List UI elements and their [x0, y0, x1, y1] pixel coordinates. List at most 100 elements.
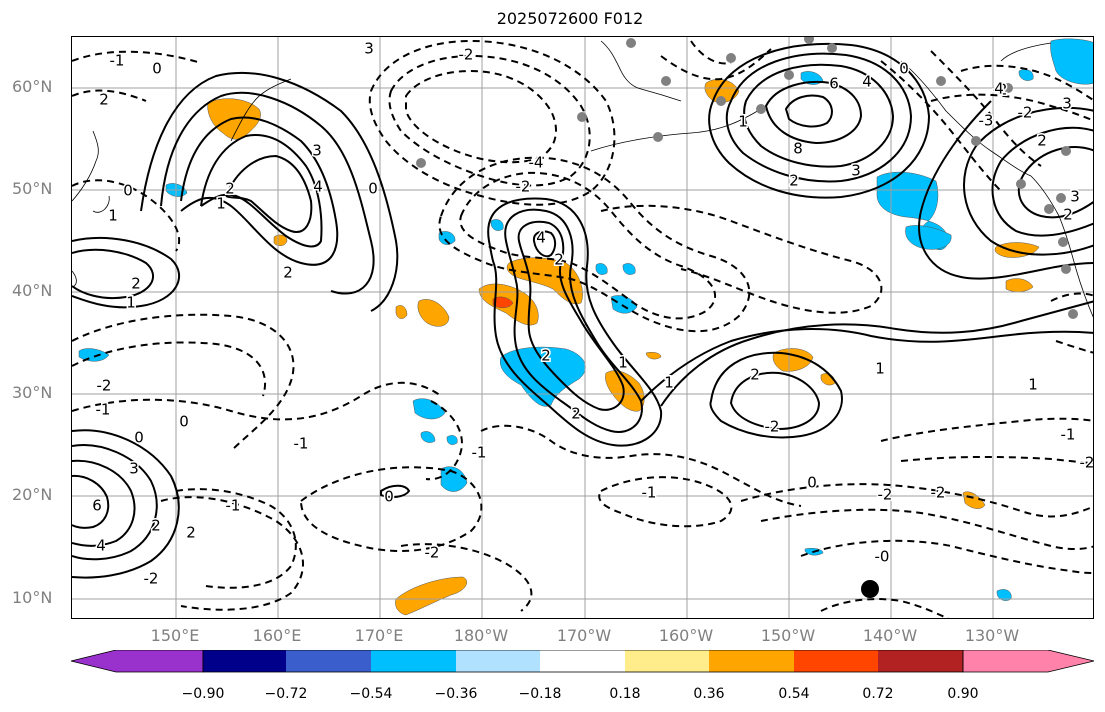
- colorbar-segment: [794, 650, 878, 672]
- contour-positive: [225, 154, 313, 233]
- contour-label: 0: [134, 429, 144, 447]
- colorbar-tick-label: 0.72: [862, 686, 894, 702]
- contour-negative: [600, 204, 883, 314]
- contour-label: -0: [875, 548, 890, 566]
- contour-negative: [930, 93, 1093, 122]
- colorbar-tick-label: 0.18: [609, 686, 641, 702]
- colorbar-segment: [203, 650, 286, 672]
- colorbar: [70, 650, 1095, 673]
- shade-positive: [417, 299, 450, 327]
- colorbar-tick-label: 0.54: [778, 686, 810, 702]
- contour-negative: [480, 424, 802, 507]
- contour-positive: [1017, 146, 1093, 219]
- lat-label-60n: 60°N: [12, 77, 53, 96]
- contour-positive: [72, 444, 158, 561]
- contour-label: 3: [851, 162, 861, 180]
- contour-label: -2: [425, 544, 440, 562]
- contour-label: -1: [642, 484, 657, 502]
- contour-label: 1: [216, 195, 226, 213]
- lat-label-50n: 50°N: [12, 179, 53, 198]
- lon-label-160w: 160°W: [658, 626, 714, 645]
- lat-label-30n: 30°N: [12, 383, 53, 402]
- contour-negative: [820, 598, 950, 618]
- contour-label: 3: [1062, 95, 1072, 113]
- contour-labels: 3 -1 0 2 -2 -4 3 4 0 2 0 2 1 1 2 1 4 2 -…: [91, 38, 1093, 589]
- colorbar-tick-label: −0.18: [518, 686, 562, 702]
- contour-label: 2: [554, 251, 564, 269]
- contour-label: -1: [110, 52, 125, 70]
- contour-label: -3: [979, 112, 994, 130]
- contour-positive: [743, 63, 895, 168]
- colorbar-under-arrow: [70, 650, 204, 673]
- shade-negative: [438, 231, 456, 245]
- colorbar-segment: [286, 650, 371, 672]
- station-dots: [416, 37, 1078, 319]
- contour-positive: [640, 328, 1093, 402]
- lon-label-170e: 170°E: [354, 626, 404, 645]
- contour-positive: [72, 459, 136, 547]
- contour-positive: [709, 351, 843, 439]
- contour-label: 6: [92, 497, 102, 515]
- contour-label: -2: [459, 46, 474, 64]
- contour-negative: [388, 54, 591, 187]
- shade-negative: [1050, 38, 1093, 85]
- contour-positive: [517, 221, 625, 411]
- shade-positive: [605, 370, 645, 412]
- shade-negative: [490, 219, 504, 231]
- shade-positive: [273, 234, 288, 246]
- contour-label: 4: [994, 80, 1004, 98]
- contour-positive: [729, 371, 821, 431]
- contour-positive: [72, 248, 155, 299]
- colorbar-tick-label: −0.36: [434, 686, 478, 702]
- contour-label: 1: [875, 360, 885, 378]
- contour-negative: [660, 48, 772, 81]
- contour-label: 2: [571, 405, 581, 423]
- contour-positive: [72, 236, 181, 309]
- contour-label: 3: [364, 40, 374, 58]
- contour-negative: [425, 400, 463, 481]
- graticule: [72, 37, 1093, 618]
- contour-label: 2: [151, 517, 161, 535]
- contour-label: 2: [186, 524, 196, 542]
- contour-label: 4: [862, 73, 872, 91]
- contour-negative: [900, 455, 1093, 464]
- contour-negative: [740, 483, 1093, 518]
- contour-negative: [175, 488, 297, 589]
- shade-negative: [78, 348, 110, 362]
- contour-negative: [960, 64, 1093, 102]
- contour-positive: [725, 52, 913, 183]
- contour-positive: [72, 474, 110, 529]
- contour-negative: [880, 60, 1002, 192]
- contour-negative: [400, 543, 533, 612]
- contour-label: 3: [1070, 188, 1080, 206]
- marker-dot: [861, 580, 879, 598]
- contour-negative: [72, 381, 442, 421]
- lat-label-20n: 20°N: [12, 485, 53, 504]
- contour-label: 8: [793, 140, 803, 158]
- contour-label: 1: [664, 374, 674, 392]
- shade-positive: [994, 242, 1040, 258]
- contour-label: 2: [131, 275, 141, 293]
- contour-label: -2: [931, 484, 946, 502]
- contour-label: 2: [1037, 132, 1047, 150]
- contour-label: -2: [144, 570, 159, 588]
- contour-positive: [380, 484, 411, 499]
- contour-positive: [963, 107, 1093, 256]
- shade-negative: [446, 435, 458, 445]
- contour-positive: [200, 134, 323, 248]
- colorbar-tick-label: 0.90: [947, 686, 979, 702]
- contour-label: 1: [126, 294, 136, 312]
- colorbar-segment: [878, 650, 963, 672]
- shade-negative: [610, 295, 638, 314]
- contour-negative: [800, 539, 1093, 574]
- contour-label: 1: [108, 207, 118, 225]
- contour-label: 2: [1063, 206, 1073, 224]
- lon-label-150w: 150°W: [760, 626, 816, 645]
- colorbar-tick-label: −0.54: [349, 686, 393, 702]
- contour-negative: [930, 50, 1042, 167]
- colorbar-segment: [540, 650, 625, 672]
- contour-label: 4: [96, 537, 106, 555]
- contour-label: -1: [96, 401, 111, 419]
- contour-negative: [690, 40, 732, 65]
- contour-label: 1: [1028, 376, 1038, 394]
